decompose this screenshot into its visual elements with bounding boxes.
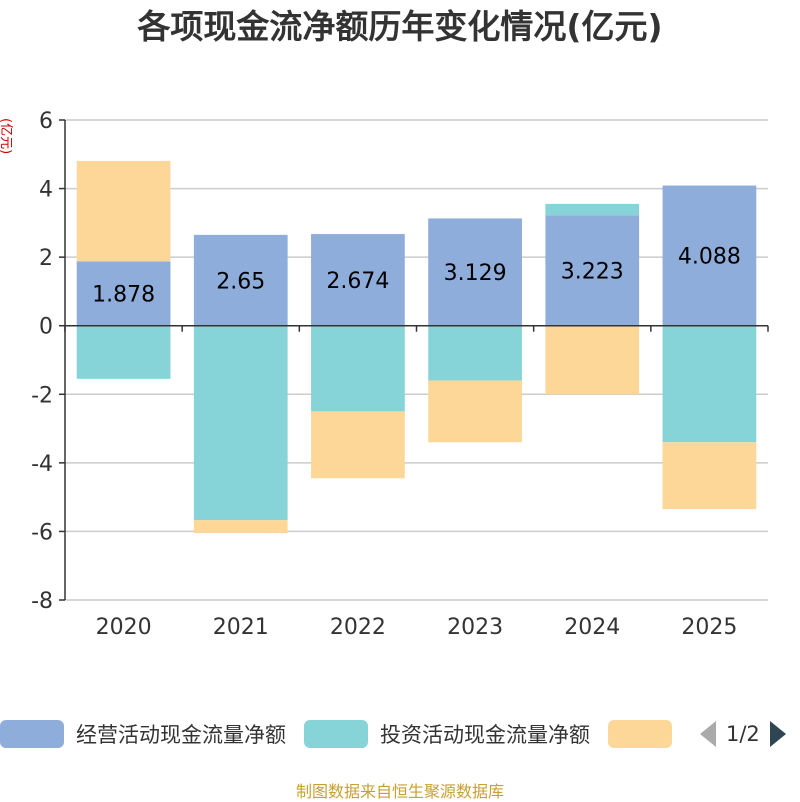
legend: 经营活动现金流量净额 投资活动现金流量净额 bbox=[0, 714, 800, 754]
x-tick-label-2021: 2021 bbox=[213, 615, 269, 640]
bar-series-2-2025[interactable] bbox=[662, 442, 757, 510]
x-tick-label-2024: 2024 bbox=[564, 615, 620, 640]
legend-label: 经营活动现金流量净额 bbox=[76, 723, 286, 747]
y-tick-label: 4 bbox=[39, 178, 53, 203]
y-axis-unit-label: (亿元) bbox=[0, 118, 13, 154]
legend-swatch bbox=[304, 720, 368, 748]
y-tick-label: 6 bbox=[39, 109, 53, 134]
bar-series-2-2021[interactable] bbox=[193, 520, 288, 534]
legend-item-1[interactable]: 投资活动现金流量净额 bbox=[304, 719, 590, 749]
bar-series-0-2020[interactable] bbox=[76, 261, 171, 326]
legend-label: 投资活动现金流量净额 bbox=[380, 723, 590, 747]
y-tick-label: -4 bbox=[31, 452, 53, 477]
bar-series-2-2022[interactable] bbox=[311, 411, 405, 479]
chart-svg: 6 4 2 0 -2 -4 -6 -8 2020 2021 2022 2023 2024 2025 1.8… bbox=[0, 109, 769, 640]
legend-pager: 1/2 bbox=[698, 714, 788, 754]
legend-swatch bbox=[0, 720, 64, 748]
bar-series-2-2023[interactable] bbox=[428, 380, 522, 443]
bar-series-0-2025[interactable] bbox=[662, 185, 757, 326]
chart-title: 各项现金流净额历年变化情况(亿元) bbox=[137, 7, 663, 46]
bar-series-0-2024[interactable] bbox=[545, 215, 640, 326]
y-tick-label: -2 bbox=[31, 383, 53, 408]
legend-item-2[interactable] bbox=[608, 720, 684, 748]
data-label: 3.223 bbox=[561, 259, 624, 284]
x-tick-label-2023: 2023 bbox=[447, 615, 503, 640]
bar-series-1-2023[interactable] bbox=[428, 325, 522, 381]
source-note: 制图数据来自恒生聚源数据库 bbox=[295, 782, 504, 801]
bar-series-2-2020[interactable] bbox=[76, 160, 171, 262]
data-label: 3.129 bbox=[444, 261, 507, 286]
legend-swatch bbox=[608, 720, 672, 748]
legend-page-indicator: 1/2 bbox=[726, 722, 760, 746]
data-label: 4.088 bbox=[678, 245, 741, 270]
bar-series-1-2025[interactable] bbox=[662, 325, 757, 443]
grid-layer bbox=[65, 119, 768, 601]
bar-series-0-2022[interactable] bbox=[311, 234, 405, 326]
y-tick-label: 2 bbox=[39, 246, 53, 271]
legend-item-0[interactable]: 经营活动现金流量净额 bbox=[0, 719, 286, 749]
bars-layer bbox=[76, 160, 757, 534]
data-label: 2.65 bbox=[216, 269, 265, 294]
bar-series-2-2024[interactable] bbox=[545, 325, 640, 395]
bar-series-1-2020[interactable] bbox=[76, 325, 171, 379]
bar-series-1-2022[interactable] bbox=[311, 325, 405, 412]
y-tick-label: -6 bbox=[31, 520, 53, 545]
next-page-icon[interactable] bbox=[766, 719, 788, 749]
x-tick-label-2025: 2025 bbox=[681, 615, 737, 640]
data-label: 2.674 bbox=[326, 269, 389, 294]
y-tick-label: -8 bbox=[31, 589, 53, 614]
bar-series-1-2024[interactable] bbox=[545, 203, 640, 216]
y-tick-label: 0 bbox=[39, 315, 53, 340]
x-tick-label-2022: 2022 bbox=[330, 615, 386, 640]
axes-layer: 6 4 2 0 -2 -4 -6 -8 2020 2021 2022 2023 2024 2025 bbox=[31, 109, 769, 640]
labels-layer: 1.878 2.65 2.674 3.129 3.223 4.088 bbox=[92, 245, 741, 308]
bar-series-0-2021[interactable] bbox=[193, 234, 288, 326]
bar-series-1-2021[interactable] bbox=[193, 325, 288, 521]
bar-series-0-2023[interactable] bbox=[428, 218, 522, 326]
prev-page-icon[interactable] bbox=[698, 719, 720, 749]
data-label: 1.878 bbox=[92, 283, 155, 308]
x-tick-label-2020: 2020 bbox=[96, 615, 152, 640]
